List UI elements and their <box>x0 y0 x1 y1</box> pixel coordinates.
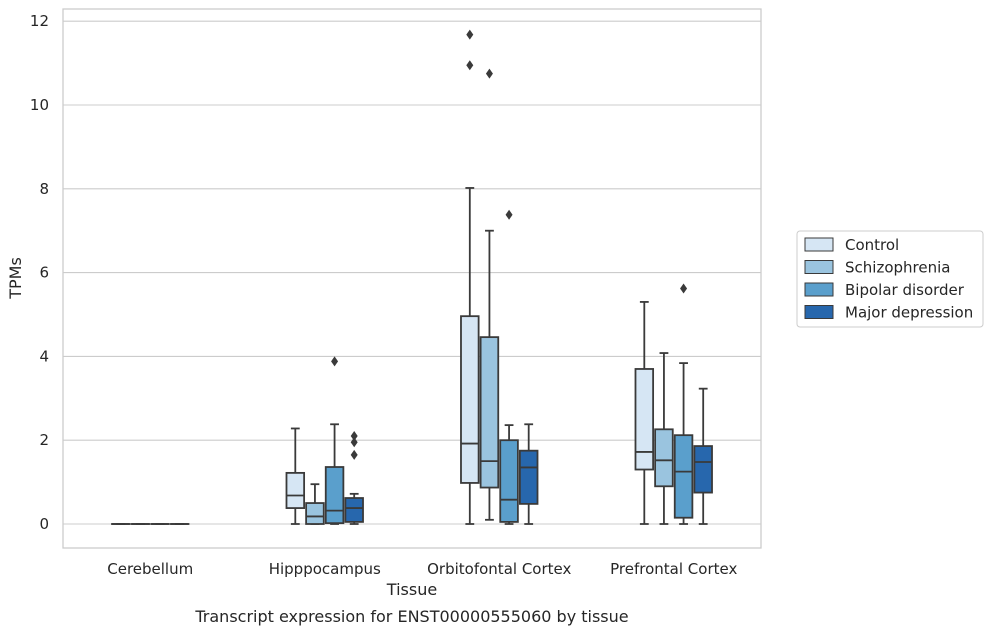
box-iqr <box>673 434 694 519</box>
outlier-point <box>505 209 513 220</box>
outlier-point <box>331 356 339 367</box>
legend-entries: Control Schizophrenia Bipolar disorder Majo… <box>804 236 973 322</box>
x-tick-label: Cerebellum <box>107 560 193 578</box>
box-control <box>285 427 306 525</box>
gridlines <box>63 20 761 525</box>
y-tick-label: 0 <box>39 515 49 533</box>
outlier-point <box>485 68 493 79</box>
y-axis-title: TPMs <box>6 257 25 300</box>
box-major-depression <box>518 423 539 525</box>
x-tick-label: Prefrontal Cortex <box>610 560 737 578</box>
y-tick-label: 2 <box>39 431 49 449</box>
outlier-point <box>350 431 358 442</box>
x-tick-label: Hipppocampus <box>269 560 381 578</box>
legend-swatch <box>804 282 834 297</box>
legend-swatch <box>804 237 834 252</box>
box-iqr <box>305 502 325 525</box>
box-bipolar-disorder <box>673 283 694 525</box>
boxes <box>111 29 713 525</box>
box-schizophrenia <box>654 352 674 525</box>
box-iqr <box>324 466 345 525</box>
box-schizophrenia <box>305 483 325 525</box>
legend: Control Schizophrenia Bipolar disorder Majo… <box>796 230 984 328</box>
box-iqr <box>285 471 306 509</box>
box-major-depression <box>693 387 713 525</box>
legend-swatch <box>804 305 834 319</box>
box-iqr <box>654 428 674 488</box>
box-major-depression <box>344 431 364 525</box>
y-tick-label: 4 <box>39 347 49 365</box>
outlier-point <box>466 60 474 71</box>
outlier-point <box>350 449 358 460</box>
y-tick-label: 6 <box>39 264 49 282</box>
legend-label: Bipolar disorder <box>845 281 965 299</box>
legend-label: Major depression <box>845 304 973 322</box>
x-tick-labels: Cerebellum Hipppocampus Orbitofontal Corte… <box>107 560 737 578</box>
plot-area-frame <box>62 8 762 549</box>
x-axis-title: Tissue <box>386 580 437 599</box>
box-control <box>634 301 655 525</box>
legend-swatch <box>804 260 834 274</box>
y-tick-label: 8 <box>39 180 49 198</box>
box-control <box>460 29 480 525</box>
y-tick-label: 10 <box>30 96 49 114</box>
box-iqr <box>479 336 500 489</box>
box-bipolar-disorder <box>499 209 519 525</box>
box-iqr <box>344 497 364 523</box>
legend-label: Control <box>845 236 899 254</box>
chart-caption: Transcript expression for ENST0000055506… <box>194 607 628 626</box>
y-tick-labels: 0 2 4 6 8 10 12 <box>30 12 49 533</box>
box-iqr <box>499 439 519 523</box>
legend-label: Schizophrenia <box>845 259 950 277</box>
box-iqr <box>693 445 713 494</box>
outlier-point <box>350 437 358 448</box>
x-tick-label: Orbitofontal Cortex <box>427 560 571 578</box>
box-iqr <box>460 315 480 484</box>
legend-frame <box>796 230 984 328</box>
outlier-point <box>680 283 688 294</box>
box-bipolar-disorder <box>324 356 345 525</box>
outlier-point <box>466 29 474 40</box>
box-iqr <box>518 449 539 505</box>
box-iqr <box>634 368 655 471</box>
box-schizophrenia <box>479 68 500 521</box>
y-tick-label: 12 <box>30 12 49 30</box>
